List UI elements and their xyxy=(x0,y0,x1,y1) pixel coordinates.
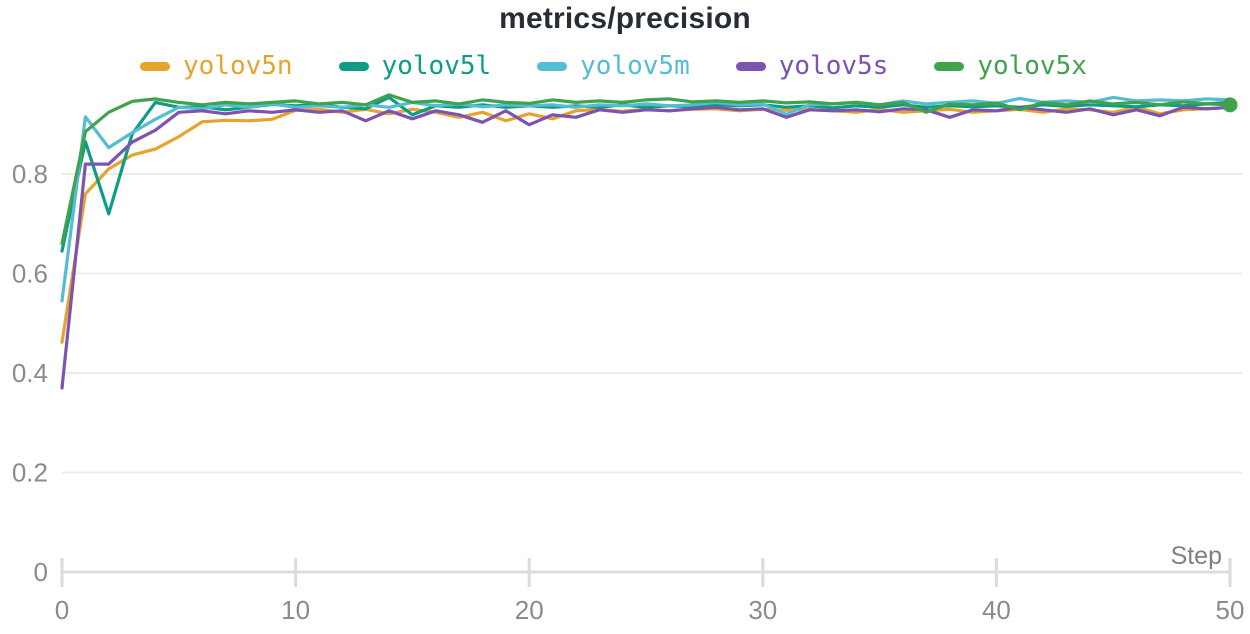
y-tick-label-0.8: 0.8 xyxy=(12,159,48,189)
y-tick-label-0.4: 0.4 xyxy=(12,358,48,388)
x-tick-label-30: 30 xyxy=(748,595,777,625)
legend-item-yolov5x[interactable]: yolov5x xyxy=(934,53,1087,79)
x-tick-label-0: 0 xyxy=(55,595,69,625)
legend-swatch-yolov5l xyxy=(338,61,369,71)
legend-item-yolov5m[interactable]: yolov5m xyxy=(537,53,690,79)
legend-swatch-yolov5x xyxy=(934,61,965,71)
legend-label-yolov5l: yolov5l xyxy=(381,51,492,81)
legend: yolov5n yolov5l yolov5m yolov5s yolov5x xyxy=(140,49,1087,83)
legend-label-yolov5m: yolov5m xyxy=(580,51,690,81)
x-axis-title: Step xyxy=(1170,542,1222,570)
legend-item-yolov5n[interactable]: yolov5n xyxy=(140,53,293,79)
legend-swatch-yolov5n xyxy=(140,61,170,71)
x-tick-label-20: 20 xyxy=(515,595,544,625)
legend-label-yolov5x: yolov5x xyxy=(977,51,1087,81)
series-line-yolov5s[interactable] xyxy=(60,105,1232,390)
legend-item-yolov5l[interactable]: yolov5l xyxy=(338,51,492,81)
legend-item-yolov5s[interactable]: yolov5s xyxy=(735,51,889,81)
series-line-yolov5n[interactable] xyxy=(60,105,1232,344)
x-tick-label-50: 50 xyxy=(1216,595,1245,625)
y-tick-label-0: 0 xyxy=(34,557,48,587)
chart-title: metrics/precision xyxy=(499,2,751,35)
x-tick-label-10: 10 xyxy=(281,595,310,625)
y-tick-label-0.2: 0.2 xyxy=(12,458,48,488)
legend-swatch-yolov5s xyxy=(735,61,766,71)
y-tick-label-0.6: 0.6 xyxy=(12,259,48,289)
legend-swatch-yolov5m xyxy=(537,61,568,71)
series-line-yolov5x[interactable] xyxy=(60,93,1232,246)
x-tick-label-40: 40 xyxy=(982,595,1011,625)
series-line-yolov5m[interactable] xyxy=(60,95,1232,303)
legend-label-yolov5s: yolov5s xyxy=(778,51,889,81)
legend-label-yolov5n: yolov5n xyxy=(183,51,293,81)
series-end-marker-yolov5x[interactable] xyxy=(1222,97,1238,113)
